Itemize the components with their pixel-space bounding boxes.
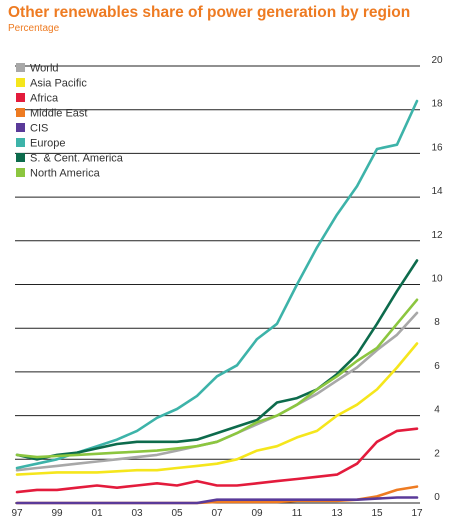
y-tick-label: 2	[434, 448, 440, 459]
x-tick-label: 97	[11, 508, 23, 519]
x-tick-label: 13	[331, 508, 343, 519]
x-tick-label: 03	[131, 508, 143, 519]
series-line-north-america	[15, 298, 419, 459]
legend-label: CIS	[30, 123, 48, 135]
legend-swatch	[16, 168, 25, 177]
y-tick-label: 10	[431, 274, 443, 285]
series-line-africa	[15, 427, 419, 494]
legend: World Asia Pacific Africa Middle East CIS Eur…	[16, 63, 124, 180]
gridlines	[15, 65, 420, 504]
x-tick-label: 11	[292, 508, 303, 519]
series-line-asia-pacific	[15, 342, 419, 476]
x-tick-label: 07	[211, 508, 223, 519]
y-tick-label: 16	[431, 142, 443, 153]
legend-swatch	[16, 78, 25, 87]
legend-swatch	[16, 93, 25, 102]
legend-label: Africa	[30, 93, 59, 105]
series-line-s-cent-america	[15, 259, 419, 461]
x-tick-labels: 97 99 01 03 05 07 09 11 13 15 17	[11, 508, 423, 519]
series-lines	[15, 99, 419, 505]
x-tick-label: 09	[251, 508, 263, 519]
x-tick-label: 15	[371, 508, 383, 519]
series-line-world	[15, 311, 419, 472]
y-tick-label: 20	[431, 55, 443, 66]
y-tick-label: 12	[431, 230, 443, 241]
x-tick-label: 17	[411, 508, 423, 519]
legend-label: North America	[30, 168, 101, 180]
y-tick-labels: 0 2 4 6 8 10 12 14 16 18 20	[431, 55, 443, 503]
legend-swatch	[16, 138, 25, 147]
y-tick-label: 6	[434, 361, 440, 372]
chart-subtitle: Percentage	[8, 23, 60, 34]
legend-label: Asia Pacific	[30, 78, 87, 90]
x-tick-label: 99	[51, 508, 63, 519]
legend-label: World	[30, 63, 59, 75]
y-tick-label: 4	[434, 405, 440, 416]
legend-label: S. & Cent. America	[30, 153, 124, 165]
y-tick-label: 0	[434, 492, 440, 503]
y-tick-label: 18	[431, 99, 443, 110]
legend-swatch	[16, 108, 25, 117]
series-line-cis	[15, 496, 419, 505]
legend-swatch	[16, 153, 25, 162]
x-tick-label: 01	[91, 508, 103, 519]
y-tick-label: 8	[434, 317, 440, 328]
chart-title: Other renewables share of power generati…	[8, 4, 411, 21]
y-tick-label: 14	[431, 186, 443, 197]
legend-swatch	[16, 63, 25, 72]
legend-label: Middle East	[30, 108, 87, 120]
legend-label: Europe	[30, 138, 65, 150]
legend-swatch	[16, 123, 25, 132]
x-tick-label: 05	[171, 508, 183, 519]
